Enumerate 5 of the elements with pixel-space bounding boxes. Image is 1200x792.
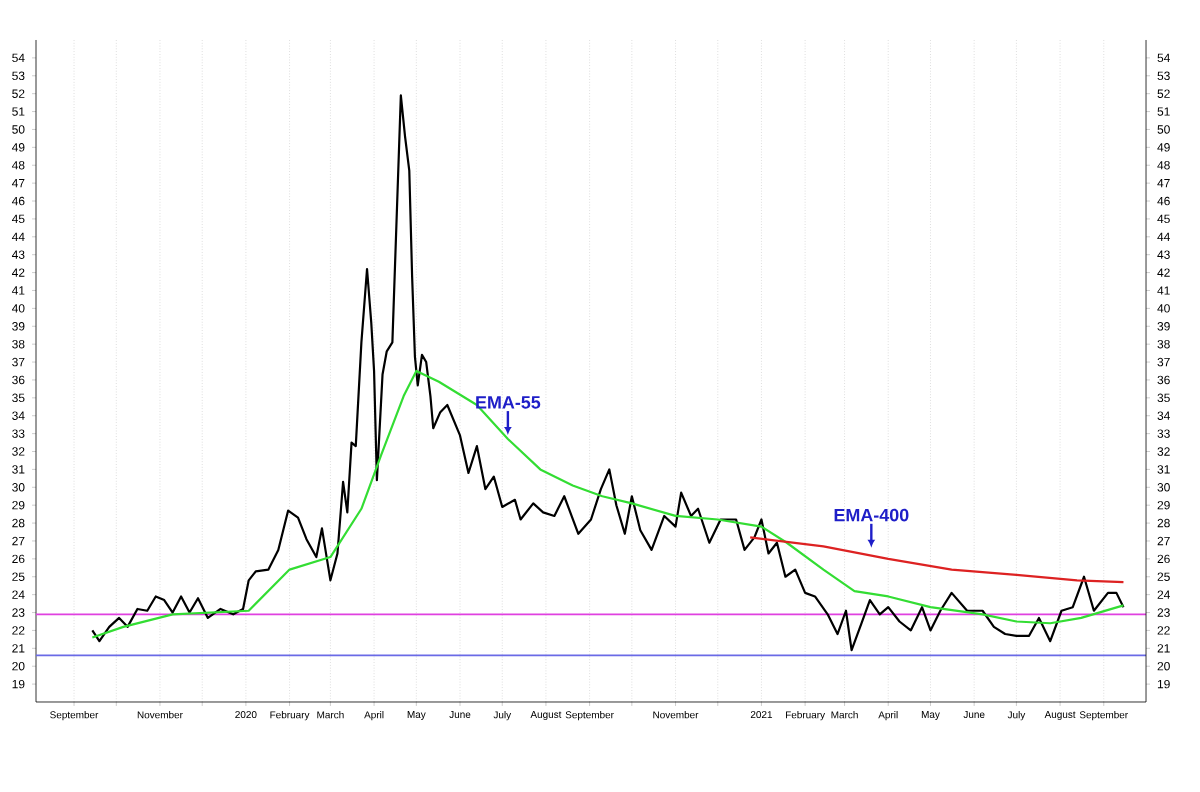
line-series	[91, 94, 1125, 652]
line-series	[91, 369, 1125, 639]
line-series	[749, 536, 1125, 584]
annotation: EMA-400	[834, 508, 909, 522]
annotation: EMA-55	[476, 396, 541, 409]
